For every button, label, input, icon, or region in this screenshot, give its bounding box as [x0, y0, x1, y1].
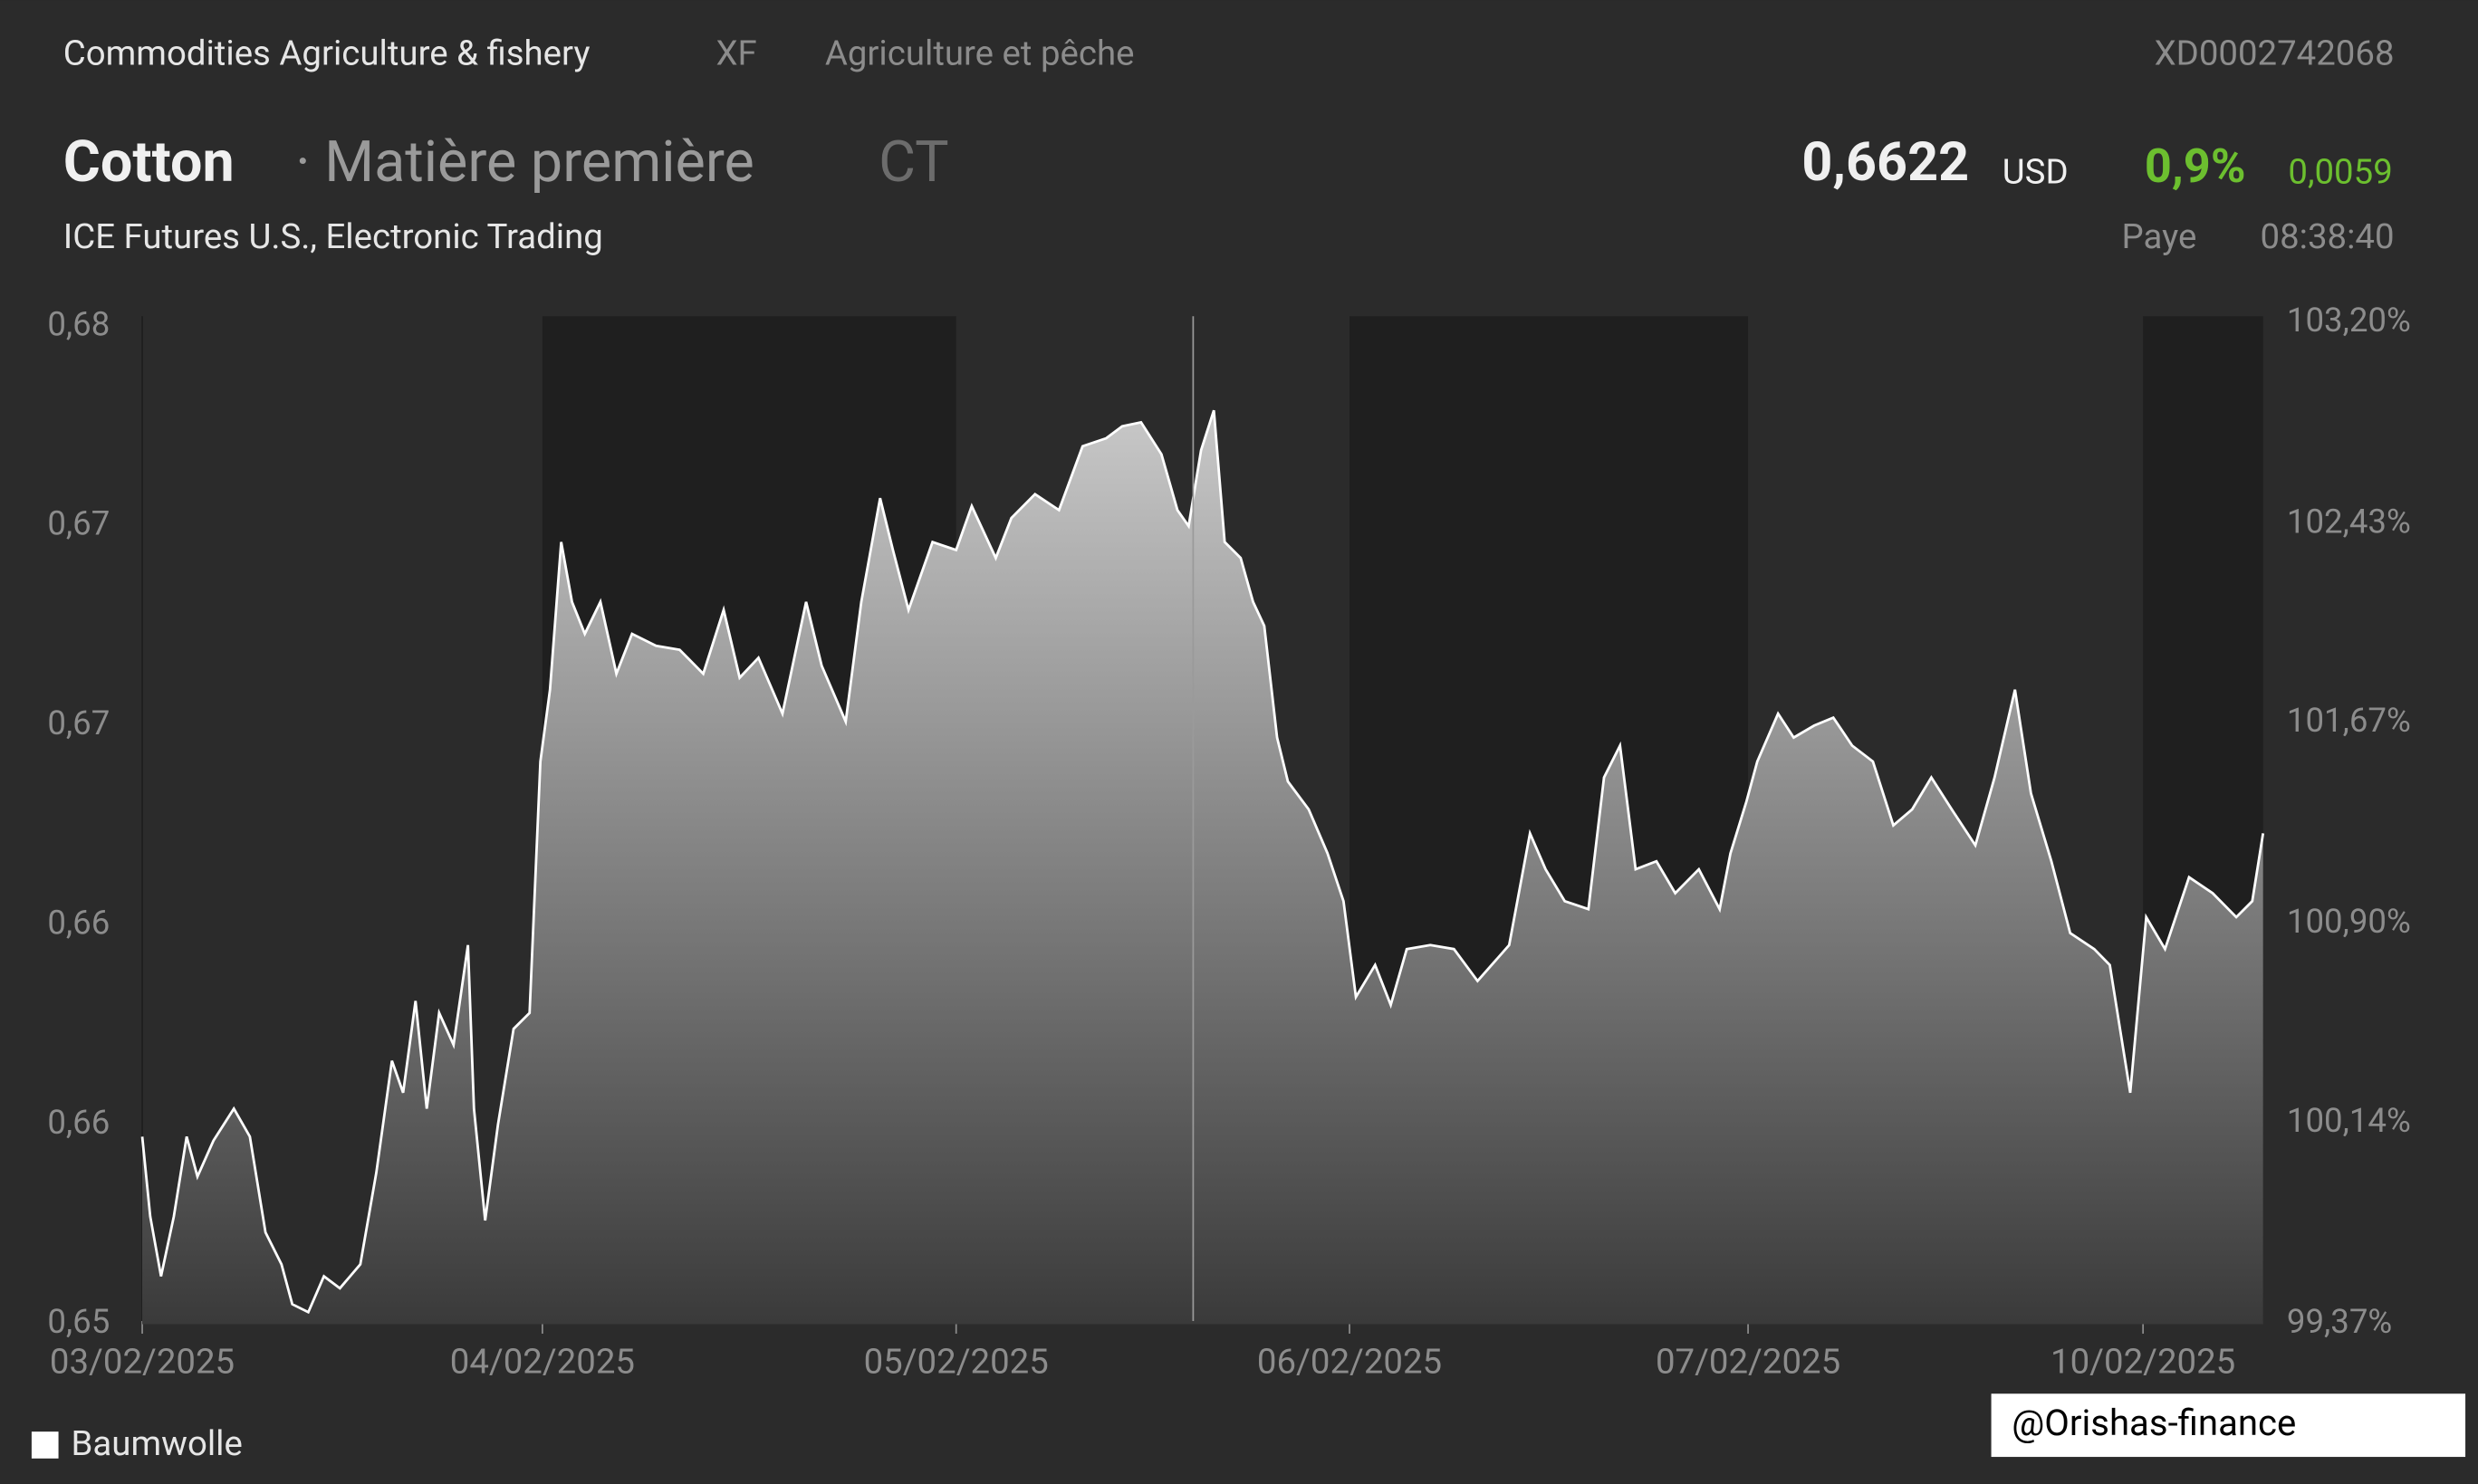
category-fr: Agriculture et pêche — [825, 33, 1135, 73]
y-tick-label: 0,68 — [47, 304, 110, 343]
area-fill — [142, 410, 2263, 1325]
symbol: CT — [879, 129, 948, 196]
category: Commodities Agriculture & fishery — [63, 33, 591, 73]
legend-label: Baumwolle — [72, 1423, 243, 1464]
y2-tick-label: 101,67% — [2287, 701, 2411, 740]
y-tick-label: 0,66 — [47, 1103, 110, 1142]
time: 08:38:40 — [2261, 216, 2395, 257]
instrument-kind: · Matière première — [295, 129, 754, 196]
y-tick-label: 0,67 — [47, 504, 110, 543]
price-line — [140, 409, 2265, 1315]
x-tick-label: 04/02/2025 — [450, 1341, 635, 1382]
x-tick-label: 03/02/2025 — [50, 1341, 235, 1382]
code: XF — [716, 33, 756, 73]
y2-tick-label: 99,37% — [2287, 1302, 2392, 1341]
y2-tick-label: 100,14% — [2287, 1101, 2411, 1140]
plot: 0,65 0,66 0,66 0,67 0,67 0,68 99,37% 100,14% 100… — [47, 301, 2410, 1382]
watermark: @Orishas-finance — [2012, 1402, 2296, 1444]
y-tick-label: 0,66 — [47, 903, 110, 942]
isin: XD0002742068 — [2155, 33, 2395, 73]
watermark-bg — [1991, 1393, 2466, 1458]
instrument-name: Cotton — [63, 129, 235, 196]
x-tick-label: 07/02/2025 — [1656, 1341, 1840, 1382]
x-tick-label: 10/02/2025 — [2051, 1341, 2235, 1382]
x-tick-label: 05/02/2025 — [864, 1341, 1049, 1382]
y-tick-label: 0,65 — [47, 1302, 110, 1341]
change-pct: 0,9% — [2145, 138, 2246, 194]
y2-tick-label: 103,20% — [2287, 301, 2411, 340]
legend-swatch — [31, 1431, 59, 1459]
currency: USD — [2003, 151, 2069, 192]
y2-tick-label: 102,43% — [2287, 502, 2411, 541]
price: 0,6622 — [1801, 131, 1969, 194]
change-abs: 0,0059 — [2288, 151, 2392, 192]
status: Paye — [2122, 216, 2197, 257]
y2-tick-label: 100,90% — [2287, 902, 2411, 941]
y-tick-label: 0,67 — [47, 704, 110, 742]
exchange: ICE Futures U.S., Electronic Trading — [63, 216, 603, 257]
x-tick-label: 06/02/2025 — [1257, 1341, 1442, 1382]
